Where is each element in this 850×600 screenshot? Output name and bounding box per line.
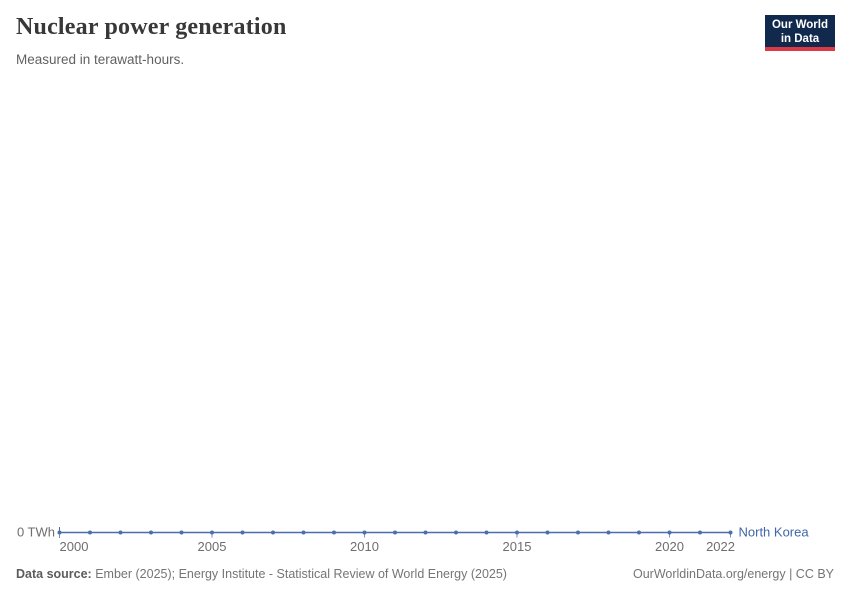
data-source-label: Data source: (16, 567, 92, 581)
data-point[interactable] (728, 530, 733, 535)
x-axis-tick-label: 2022 (706, 539, 735, 554)
data-point[interactable] (210, 530, 214, 535)
data-point[interactable] (423, 530, 428, 535)
x-axis-tick-label: 2005 (197, 539, 227, 554)
data-source-text: Ember (2025); Energy Institute - Statist… (91, 567, 507, 581)
data-point[interactable] (149, 530, 153, 535)
data-point[interactable] (332, 530, 336, 535)
entity-label[interactable]: North Korea (738, 524, 809, 540)
chart-title: Nuclear power generation (16, 14, 287, 40)
license-link[interactable]: OurWorldinData.org/energy | CC BY (632, 567, 834, 581)
data-point[interactable] (179, 530, 184, 535)
data-point[interactable] (271, 530, 275, 535)
chart-subtitle: Measured in terawatt-hours. (16, 52, 185, 67)
data-point[interactable] (57, 530, 62, 535)
x-axis-tick-label: 2010 (350, 539, 379, 554)
y-axis-tick-label: 0 TWh (16, 524, 55, 540)
data-source-note: Data source: Ember (2025); Energy Instit… (16, 567, 507, 581)
owid-logo-line2: in Data (780, 32, 820, 45)
data-point[interactable] (515, 530, 519, 535)
chart-footer: Data source: Ember (2025); Energy Instit… (16, 567, 834, 581)
data-point[interactable] (362, 530, 367, 535)
data-point[interactable] (637, 530, 641, 535)
data-point[interactable] (606, 530, 611, 535)
data-point[interactable] (240, 530, 245, 535)
data-point[interactable] (667, 530, 672, 535)
x-axis-tick-label: 2020 (655, 539, 684, 554)
x-axis-tick-label: 2015 (502, 539, 532, 554)
data-point[interactable] (545, 530, 550, 535)
owid-logo[interactable]: Our World in Data (765, 15, 835, 51)
data-point[interactable] (484, 530, 489, 535)
data-point[interactable] (698, 530, 702, 535)
data-point[interactable] (118, 530, 123, 535)
data-point[interactable] (454, 530, 458, 535)
data-point[interactable] (576, 530, 580, 535)
data-point[interactable] (393, 530, 397, 535)
x-axis-tick-label: 2000 (59, 539, 89, 554)
data-point[interactable] (301, 530, 306, 535)
owid-logo-line1: Our World (771, 19, 828, 31)
data-point[interactable] (88, 530, 92, 535)
